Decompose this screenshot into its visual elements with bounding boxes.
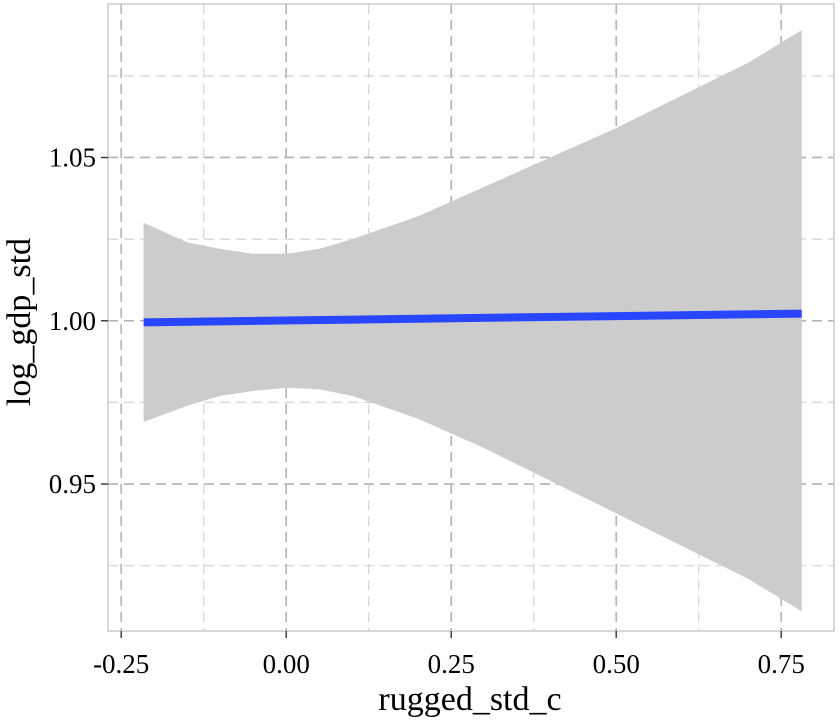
x-tick-label: 0.75 <box>758 649 805 679</box>
x-axis-title: rugged_std_c <box>378 681 561 718</box>
fit-line <box>143 309 802 327</box>
y-tick-label: 0.95 <box>49 469 96 499</box>
y-tick-label: 1.05 <box>49 142 96 172</box>
x-tick-label: 0.25 <box>428 649 475 679</box>
plot-frame <box>107 3 835 632</box>
x-tick-label: -0.25 <box>93 649 149 679</box>
y-axis-ticks: 0.95 1.00 1.05 <box>49 142 108 499</box>
y-tick-label: 1.00 <box>49 306 96 336</box>
x-axis-ticks: -0.25 0.00 0.25 0.50 0.75 <box>93 631 805 679</box>
x-tick-label: 0.50 <box>593 649 640 679</box>
y-axis-title: log_gdp_std <box>1 238 38 406</box>
x-tick-label: 0.00 <box>263 649 310 679</box>
